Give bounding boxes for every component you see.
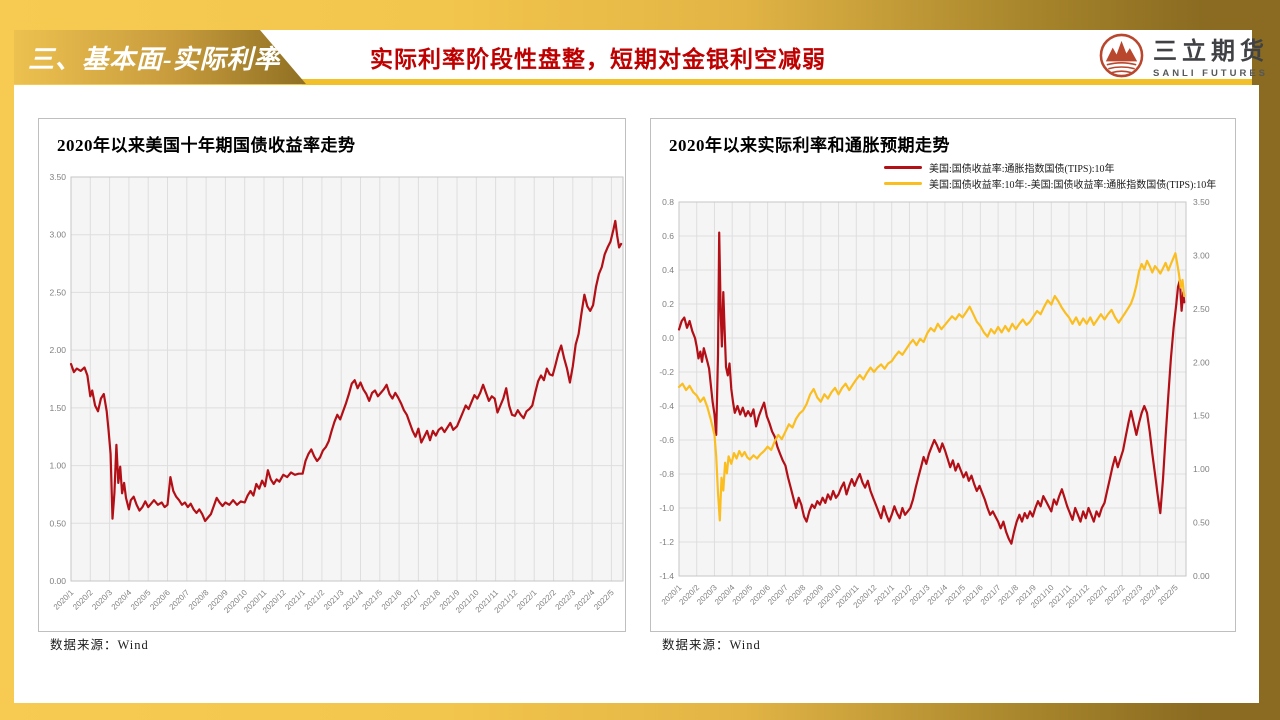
company-logo: 三立期货 SANLI FUTURES xyxy=(1098,31,1269,79)
svg-text:2022/1: 2022/1 xyxy=(515,588,539,612)
svg-text:-0.6: -0.6 xyxy=(659,435,674,445)
svg-text:2021/6: 2021/6 xyxy=(380,588,404,612)
svg-text:2021/7: 2021/7 xyxy=(399,588,423,612)
svg-text:2020/5: 2020/5 xyxy=(129,588,153,612)
right-chart-source: 数据来源：Wind xyxy=(662,638,761,652)
svg-text:3.00: 3.00 xyxy=(1193,250,1210,260)
svg-text:-0.2: -0.2 xyxy=(659,367,674,377)
left-chart-panel: 0.00 0.50 1.00 1.50 2.00 2.50 3.00 3.50 2020/1 20… xyxy=(38,118,626,632)
svg-text:2.50: 2.50 xyxy=(1193,304,1210,314)
svg-text:0.50: 0.50 xyxy=(1193,518,1210,528)
svg-text:2.00: 2.00 xyxy=(49,345,66,355)
svg-text:2021/1: 2021/1 xyxy=(283,588,307,612)
legend-line-swatch xyxy=(884,181,922,186)
svg-text:1.50: 1.50 xyxy=(1193,411,1210,421)
logo-text: 三立期货 SANLI FUTURES xyxy=(1153,31,1269,79)
svg-text:2022/3: 2022/3 xyxy=(554,588,578,612)
legend-line-swatch xyxy=(884,165,922,170)
right-chart-panel: -1.4 -1.2 -1.0 -0.8 -0.6 -0.4 -0.2 0.0 0.2 0.4 0.6… xyxy=(650,118,1236,632)
legend-item: 美国:国债收益率:通胀指数国债(TIPS):10年 xyxy=(884,161,1216,175)
svg-text:1.00: 1.00 xyxy=(49,461,66,471)
svg-text:2020/2: 2020/2 xyxy=(71,588,95,612)
section-badge-label: 三、基本面-实际利率 xyxy=(28,44,281,74)
svg-text:0.8: 0.8 xyxy=(662,197,674,207)
svg-text:0.00: 0.00 xyxy=(1193,571,1210,581)
svg-text:2020/1: 2020/1 xyxy=(52,588,76,612)
svg-text:2022/5: 2022/5 xyxy=(1156,583,1180,607)
svg-text:2020/3: 2020/3 xyxy=(90,588,114,612)
svg-text:2021/2: 2021/2 xyxy=(303,588,327,612)
svg-text:2021/5: 2021/5 xyxy=(361,588,385,612)
svg-text:2022/4: 2022/4 xyxy=(573,588,597,612)
svg-text:0.00: 0.00 xyxy=(49,576,66,586)
svg-text:-0.8: -0.8 xyxy=(659,469,674,479)
header-bar xyxy=(250,30,1252,79)
right-chart-legend: 美国:国债收益率:通胀指数国债(TIPS):10年美国:国债收益率:10年:-美… xyxy=(884,161,1217,191)
svg-text:2021/8: 2021/8 xyxy=(418,588,442,612)
svg-text:2020/4: 2020/4 xyxy=(110,588,134,612)
legend-item: 美国:国债收益率:10年:-美国:国债收益率:通胀指数国债(TIPS):10年 xyxy=(884,177,1217,191)
svg-text:2022/2: 2022/2 xyxy=(534,588,558,612)
svg-text:0.2: 0.2 xyxy=(662,299,674,309)
right-chart-canvas: -1.4 -1.2 -1.0 -0.8 -0.6 -0.4 -0.2 0.0 0.2 0.4 0.6… xyxy=(659,197,1210,610)
svg-text:2022/5: 2022/5 xyxy=(592,588,616,612)
svg-text:2020/8: 2020/8 xyxy=(187,588,211,612)
sanli-logo-icon xyxy=(1099,33,1144,77)
svg-text:0.50: 0.50 xyxy=(49,518,66,528)
svg-text:-0.4: -0.4 xyxy=(659,401,674,411)
legend-label: 美国:国债收益率:通胀指数国债(TIPS):10年 xyxy=(929,164,1115,175)
svg-text:3.50: 3.50 xyxy=(1193,197,1210,207)
svg-text:2021/3: 2021/3 xyxy=(322,588,346,612)
svg-text:2.00: 2.00 xyxy=(1193,357,1210,367)
svg-text:0.4: 0.4 xyxy=(662,265,674,275)
svg-text:2020/6: 2020/6 xyxy=(148,588,172,612)
svg-text:0.6: 0.6 xyxy=(662,231,674,241)
page-title: 实际利率阶段性盘整，短期对金银利空减弱 xyxy=(370,47,826,72)
section-badge: 三、基本面-实际利率 xyxy=(14,30,306,84)
svg-text:1.00: 1.00 xyxy=(1193,464,1210,474)
svg-text:-1.4: -1.4 xyxy=(659,571,674,581)
svg-text:3.00: 3.00 xyxy=(49,230,66,240)
left-chart-canvas: 0.000.501.001.502.002.503.003.502020/120… xyxy=(49,172,624,615)
legend-label: 美国:国债收益率:10年:-美国:国债收益率:通胀指数国债(TIPS):10年 xyxy=(929,180,1217,191)
svg-text:2021/4: 2021/4 xyxy=(341,588,365,612)
left-chart-title: 2020年以来美国十年期国债收益率走势 xyxy=(57,136,356,155)
svg-text:-1.2: -1.2 xyxy=(659,537,674,547)
svg-text:3.50: 3.50 xyxy=(49,172,66,182)
logo-name-en: SANLI FUTURES xyxy=(1153,68,1268,79)
logo-name-cn: 三立期货 xyxy=(1153,38,1269,65)
svg-text:2020/7: 2020/7 xyxy=(168,588,192,612)
svg-text:-1.0: -1.0 xyxy=(659,503,674,513)
right-chart-title: 2020年以来实际利率和通胀预期走势 xyxy=(669,136,950,155)
svg-text:2.50: 2.50 xyxy=(49,287,66,297)
svg-text:0.0: 0.0 xyxy=(662,333,674,343)
svg-text:1.50: 1.50 xyxy=(49,403,66,413)
left-chart-source: 数据来源：Wind xyxy=(50,638,149,652)
header-underline xyxy=(302,79,1252,85)
